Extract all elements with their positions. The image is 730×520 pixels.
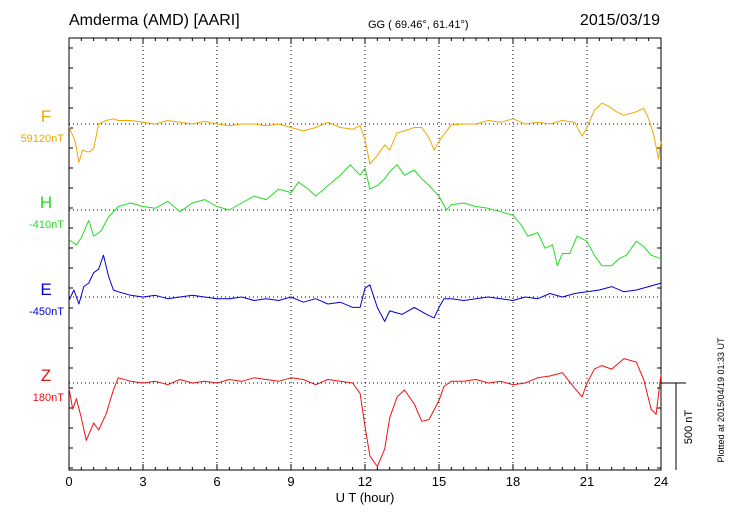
x-tick-label: 21 bbox=[580, 474, 594, 489]
scale-bar: 500 nT bbox=[661, 382, 695, 470]
baseline-label-h: -410nT bbox=[29, 219, 64, 231]
x-tick-label: 3 bbox=[139, 474, 146, 489]
channel-label-e: E bbox=[40, 280, 51, 299]
scale-bar-label: 500 nT bbox=[683, 410, 695, 445]
channel-label-z: Z bbox=[41, 366, 51, 385]
baseline-label-e: -450nT bbox=[29, 306, 64, 318]
x-tick-label: 18 bbox=[506, 474, 520, 489]
grid bbox=[69, 38, 661, 470]
plot-date: 2015/03/19 bbox=[580, 12, 660, 29]
series-line-f bbox=[68, 102, 662, 165]
plotted-timestamp: Plotted at 2015/04/19 01:33 UT bbox=[716, 337, 726, 463]
station-coordinates: GG ( 69.46°, 61.41°) bbox=[368, 19, 469, 31]
x-tick-label: 0 bbox=[65, 474, 72, 489]
x-tick-label: 15 bbox=[432, 474, 446, 489]
baseline-label-z: 180nT bbox=[33, 392, 64, 404]
x-axis-ticks: 0 3 6 9 12 15 18 21 24 bbox=[65, 38, 668, 489]
series-line-z bbox=[68, 358, 662, 467]
channel-labels: F 59120nT H -410nT E -450nT Z 180nT bbox=[21, 107, 65, 404]
x-tick-label: 24 bbox=[654, 474, 668, 489]
station-title: Amderma (AMD) [AARI] bbox=[69, 12, 240, 29]
series-line-h bbox=[68, 164, 662, 267]
channel-label-h: H bbox=[40, 193, 52, 212]
baseline-label-f: 59120nT bbox=[21, 133, 65, 145]
channel-label-f: F bbox=[41, 107, 51, 126]
x-tick-label: 6 bbox=[213, 474, 220, 489]
x-tick-label: 9 bbox=[287, 474, 294, 489]
x-axis-title: U T (hour) bbox=[336, 490, 395, 505]
traces bbox=[68, 102, 662, 467]
series-line-e bbox=[68, 254, 662, 322]
x-tick-label: 12 bbox=[358, 474, 372, 489]
